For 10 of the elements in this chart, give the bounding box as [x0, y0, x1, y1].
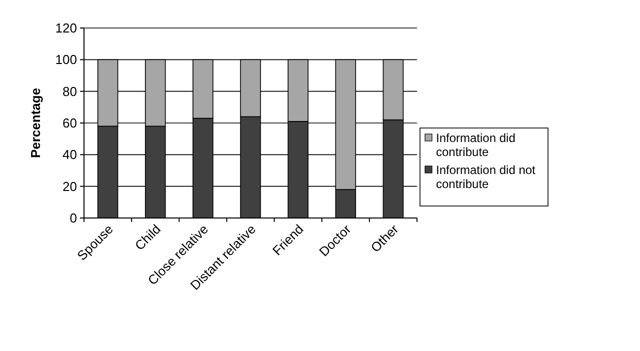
y-tick-label: 20 — [62, 178, 77, 194]
y-tick-label: 100 — [55, 52, 77, 68]
y-axis-title: Percentage — [28, 88, 43, 158]
legend-label: Information did contribute — [436, 131, 516, 159]
y-tick-label: 40 — [62, 147, 77, 162]
y-tick-label: 80 — [62, 84, 77, 99]
y-tick-label: 60 — [62, 116, 77, 130]
y-tick-label: 0 — [70, 210, 77, 226]
y-tick-label: 120 — [55, 20, 77, 36]
legend-label: Information did not contribute — [436, 163, 536, 191]
